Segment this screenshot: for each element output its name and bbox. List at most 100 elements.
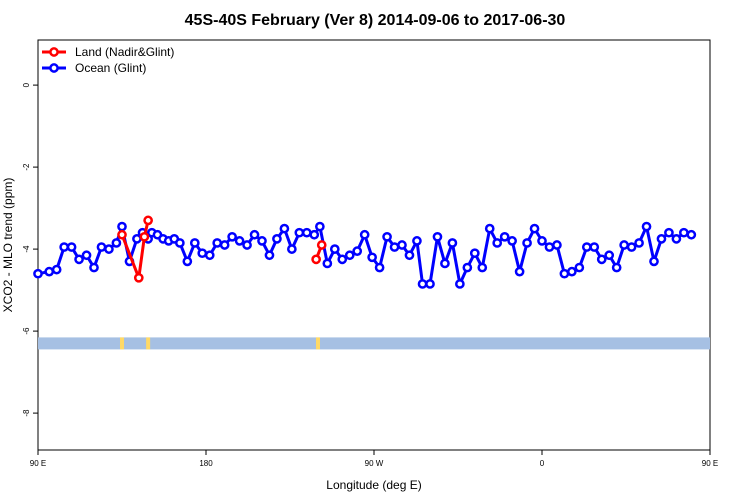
- data-point: [249, 229, 260, 240]
- data-point: [559, 268, 570, 279]
- data-point: [96, 242, 107, 252]
- data-point: [425, 279, 435, 289]
- data-point: [589, 242, 600, 252]
- data-point: [133, 272, 144, 283]
- data-point: [234, 236, 245, 246]
- data-point: [104, 244, 114, 254]
- series-land: [117, 215, 327, 283]
- data-point: [404, 250, 415, 261]
- data-point: [311, 254, 321, 265]
- data-point: [686, 229, 697, 240]
- ocean-band: [38, 337, 710, 350]
- data-point: [227, 231, 237, 242]
- data-point: [322, 258, 333, 269]
- data-point: [287, 244, 297, 254]
- data-point: [212, 238, 223, 248]
- x-tick-label: 90 E: [702, 459, 718, 468]
- data-point: [462, 262, 473, 273]
- data-point: [329, 244, 340, 254]
- legend-label-land: Land (Nadir&Glint): [75, 45, 174, 59]
- series-ocean: [33, 221, 697, 289]
- data-point: [204, 250, 215, 261]
- data-point: [352, 246, 363, 256]
- data-point: [117, 229, 127, 240]
- data-point: [634, 238, 644, 248]
- data-point: [359, 229, 370, 240]
- x-tick-label: 90 E: [30, 459, 46, 468]
- data-point: [389, 242, 400, 252]
- data-point: [59, 242, 69, 252]
- data-point: [619, 240, 629, 250]
- data-point: [264, 250, 275, 261]
- data-point: [552, 240, 562, 250]
- x-tick-label: 90 W: [365, 459, 384, 468]
- legend-entry-ocean: Ocean (Glint): [42, 61, 146, 75]
- data-point: [242, 240, 252, 250]
- data-point: [301, 227, 312, 238]
- data-point: [447, 238, 458, 248]
- data-point: [604, 250, 615, 261]
- series-line: [120, 220, 150, 280]
- data-point: [382, 231, 392, 242]
- y-tick-label: 0: [22, 82, 31, 87]
- data-point: [477, 262, 488, 273]
- x-tick-label: 0: [540, 459, 545, 468]
- legend-label-ocean: Ocean (Glint): [75, 61, 146, 75]
- data-point: [641, 221, 652, 232]
- x-tick-label: 180: [199, 459, 213, 468]
- y-axis-label: XCO2 - MLO trend (ppm): [1, 178, 15, 313]
- data-point: [337, 254, 348, 265]
- data-point: [272, 234, 282, 244]
- data-point: [66, 242, 77, 252]
- data-point: [455, 279, 465, 289]
- y-tick-label: -2: [22, 163, 31, 171]
- data-point: [74, 254, 84, 265]
- data-point: [596, 254, 607, 265]
- data-point: [529, 223, 540, 234]
- data-point: [417, 279, 428, 289]
- data-point: [316, 240, 327, 250]
- data-point: [89, 262, 99, 273]
- data-point: [626, 242, 637, 252]
- data-point: [611, 262, 622, 273]
- data-point: [537, 236, 547, 246]
- data-point: [294, 227, 305, 238]
- data-point: [492, 238, 503, 248]
- data-point: [219, 240, 230, 250]
- data-point: [412, 236, 422, 246]
- land-patch: [316, 337, 320, 350]
- series-layer: [33, 215, 697, 289]
- data-point: [344, 250, 355, 261]
- data-point: [175, 238, 185, 248]
- data-point: [567, 266, 577, 277]
- data-point: [397, 240, 407, 250]
- data-point: [117, 221, 127, 232]
- land-patch: [146, 337, 151, 350]
- data-point: [139, 231, 150, 242]
- data-point: [671, 234, 682, 244]
- legend-entry-land: Land (Nadir&Glint): [42, 45, 174, 59]
- y-tick-label: -4: [22, 245, 31, 253]
- data-point: [469, 248, 480, 259]
- data-point: [315, 221, 325, 232]
- data-point: [279, 223, 290, 234]
- data-point: [81, 250, 92, 261]
- data-point: [51, 264, 62, 275]
- data-point: [514, 266, 525, 277]
- data-point: [544, 242, 555, 252]
- data-point: [432, 231, 443, 242]
- data-point: [499, 231, 510, 242]
- data-point: [507, 236, 517, 246]
- x-axis: 90 E 180 90 W 0 90 E: [30, 450, 718, 468]
- y-tick-label: -8: [22, 409, 31, 417]
- data-point: [649, 256, 659, 267]
- data-point: [679, 227, 689, 238]
- data-point: [656, 234, 667, 244]
- data-point: [374, 262, 385, 273]
- data-point: [44, 266, 55, 277]
- data-point: [143, 215, 153, 226]
- y-axis: 0 -2 -4 -6 -8: [22, 82, 38, 417]
- y-tick-label: -6: [22, 327, 31, 335]
- chart-title: 45S-40S February (Ver 8) 2014-09-06 to 2…: [185, 12, 566, 29]
